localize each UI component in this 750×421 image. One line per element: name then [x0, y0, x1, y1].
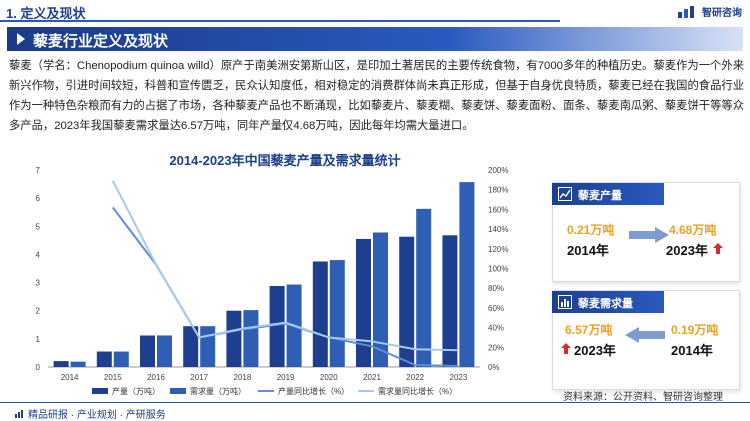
left-axis-tick-label: 4 [36, 250, 41, 259]
production-bar [399, 236, 415, 367]
demand-card-header: 藜麦需求量 [552, 291, 664, 313]
production-to-year: 2023年 [666, 243, 708, 258]
legend-swatch [170, 388, 186, 394]
up-arrow-icon [713, 243, 723, 254]
footer-tagline-text: 精品研报 · 产业规划 · 产研服务 [28, 410, 166, 421]
production-card-header: 藜麦产量 [552, 183, 664, 205]
right-axis-tick-label: 0% [488, 363, 500, 372]
production-from-year: 2014年 [567, 243, 609, 258]
source-note: 资料来源：公开资料、智研咨询整理 [563, 392, 723, 403]
up-arrow-icon [561, 343, 571, 354]
footer: 精品研报 · 产业规划 · 产研服务 资料来源：公开资料、智研咨询整理 [0, 392, 750, 421]
production-bar [183, 326, 199, 367]
left-axis-tick-label: 0 [36, 363, 41, 372]
section-title: 1. 定义及现状 [6, 6, 86, 21]
demand-to-year: 2014年 [671, 343, 713, 358]
legend-label: 需求量（万吨） [190, 386, 246, 396]
demand-growth-line [111, 180, 459, 352]
logo-text: 智研咨询 [702, 8, 742, 19]
right-axis-tick-label: 120% [488, 245, 508, 254]
x-axis-tick-label: 2015 [104, 373, 122, 382]
production-bar [442, 235, 458, 367]
report-icon [15, 409, 23, 418]
production-card-title: 藜麦产量 [578, 190, 622, 202]
demand-to-value: 0.19万吨 [671, 323, 719, 337]
footer-tagline: 精品研报 · 产业规划 · 产研服务 [14, 406, 166, 421]
play-arrow-icon [17, 33, 25, 45]
production-bar [96, 351, 112, 367]
production-bar [53, 361, 69, 367]
demand-card: 藜麦需求量 6.57万吨 2023年 0.19万吨 2014年 [552, 290, 740, 390]
demand-card-title: 藜麦需求量 [578, 298, 633, 310]
right-axis-tick-label: 180% [488, 186, 508, 195]
x-axis-tick-label: 2017 [190, 373, 208, 382]
left-axis-tick-label: 5 [36, 222, 41, 231]
left-axis-tick-label: 2 [36, 307, 41, 316]
x-axis-tick-label: 2022 [406, 373, 424, 382]
page-title: 藜麦行业定义及现状 [33, 33, 169, 50]
title-banner: 藜麦行业定义及现状 [7, 27, 743, 51]
demand-bar [416, 208, 432, 367]
right-axis-tick-label: 160% [488, 205, 508, 214]
right-axis-tick-label: 80% [488, 284, 504, 293]
right-axis-tick-label: 200% [488, 166, 508, 175]
left-axis-tick-label: 7 [36, 166, 41, 175]
demand-bar [70, 361, 86, 367]
x-axis-tick-label: 2014 [61, 373, 79, 382]
left-axis-tick-label: 6 [36, 194, 41, 203]
right-axis-tick-label: 20% [488, 343, 504, 352]
production-bar [226, 310, 242, 367]
x-axis-tick-label: 2020 [320, 373, 338, 382]
growth-chart-icon [558, 187, 572, 201]
left-axis-tick-label: 1 [36, 335, 41, 344]
logo-icon [678, 5, 694, 18]
chart-title: 2014-2023年中国藜麦产量及需求量统计 [169, 153, 401, 168]
x-axis-tick-label: 2023 [450, 373, 468, 382]
demand-bar [459, 182, 475, 367]
bar-chart-icon [558, 295, 572, 309]
demand-bar [113, 351, 129, 367]
x-axis-tick-label: 2018 [234, 373, 252, 382]
section-divider [0, 20, 560, 22]
x-axis-tick-label: 2016 [147, 373, 165, 382]
demand-from-value: 6.57万吨 [565, 323, 613, 337]
demand-bar [200, 326, 216, 367]
demand-bar [373, 232, 388, 367]
production-bar [356, 238, 371, 367]
legend-swatch [92, 388, 108, 394]
production-bar [269, 285, 285, 367]
production-from-value: 0.21万吨 [567, 223, 615, 237]
right-axis-tick-label: 40% [488, 324, 504, 333]
section-header: 1. 定义及现状 智研咨询 [0, 0, 750, 22]
footer-divider [0, 402, 750, 403]
production-to-value: 4.68万吨 [669, 223, 717, 237]
demand-from-year: 2023年 [574, 343, 616, 358]
brand-logo: 智研咨询 [677, 4, 742, 19]
left-arrow-icon [625, 327, 665, 343]
demand-bar [243, 310, 259, 367]
right-axis-tick-label: 60% [488, 304, 504, 313]
x-axis-tick-label: 2021 [363, 373, 381, 382]
x-axis-tick-label: 2019 [277, 373, 295, 382]
production-bar [140, 335, 155, 367]
left-axis-tick-label: 3 [36, 279, 41, 288]
legend-label: 产量（万吨） [112, 386, 160, 396]
production-bar [312, 261, 328, 367]
demand-bar [157, 335, 172, 367]
right-axis-tick-label: 100% [488, 265, 508, 274]
right-axis-tick-label: 140% [488, 225, 508, 234]
production-card: 藜麦产量 0.21万吨 2014年 4.68万吨 2023年 [552, 182, 740, 282]
legend-label: 产量同比增长（%） [278, 386, 349, 396]
legend-label: 需求量同比增长（%） [378, 386, 457, 396]
demand-bar [329, 260, 345, 367]
intro-paragraph: 藜麦（学名：Chenopodium quinoa willd）原产于南美洲安第斯… [9, 60, 744, 132]
right-arrow-icon [629, 227, 669, 243]
